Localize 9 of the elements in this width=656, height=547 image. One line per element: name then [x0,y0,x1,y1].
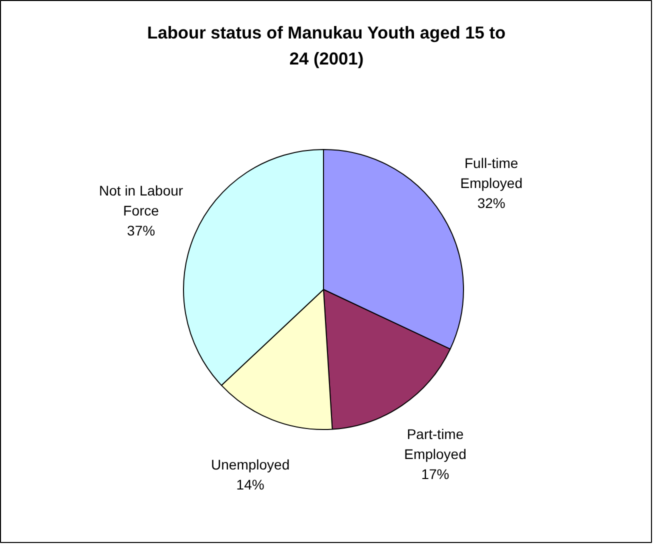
slice-label: Not in Labour Force [99,182,184,219]
data-label: 14% [236,476,264,492]
slice-label: Unemployed [211,456,290,472]
chart-title: Labour status of Manukau Youth aged 15 to 24 (2001) [147,22,506,68]
data-label: 17% [421,466,450,482]
slice-label: Full-time Employed [460,154,522,191]
data-label: 37% [127,222,156,239]
data-label: 32% [477,194,506,211]
slice-label: Part-time Employed [404,426,466,462]
